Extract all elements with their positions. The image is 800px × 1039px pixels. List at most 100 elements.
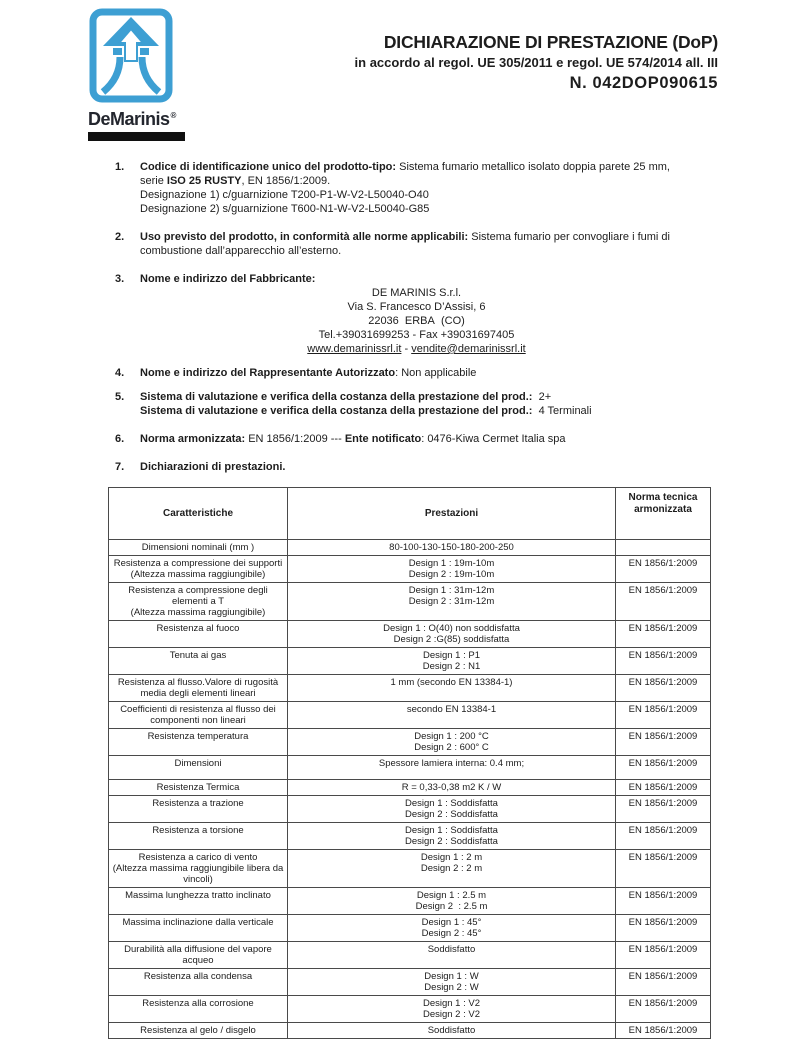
cell-caratteristiche: Dimensioni (108, 755, 288, 780)
cell-line: Resistenza alla condensa (143, 971, 253, 982)
city-address: 22036 ERBA (CO) (368, 315, 465, 327)
cell-caratteristiche: Massima lunghezza tratto inclinato (108, 887, 288, 915)
cell-line: secondo EN 13384-1 (406, 704, 497, 715)
cell-norma: EN 1856/1:2009 (615, 968, 711, 996)
manufacturer-label: Nome e indirizzo del Fabbricante: (140, 272, 693, 286)
cell-prestazioni: 80-100-130-150-180-200-250 (287, 539, 616, 556)
cell-line: Soddisfatto (427, 1025, 476, 1036)
website-link[interactable]: www.demarinissrl.it (307, 343, 402, 355)
cell-line: Design 1 : 200 °C (414, 731, 489, 742)
logo-small-arrow (116, 27, 146, 62)
intended-use-text: Uso previsto del prodotto, in conformità… (140, 230, 693, 258)
designation-1: Designazione 1) c/guarnizione T200-P1-W-… (140, 189, 429, 201)
cell-norma: EN 1856/1:2009 (615, 779, 711, 796)
cell-norma: EN 1856/1:2009 (615, 674, 711, 702)
cell-prestazioni: Design 1 : O(40) non soddisfatta Design 2… (287, 620, 616, 648)
item-content: Sistema di valutazione e verifica della … (140, 390, 693, 418)
item-content: Norma armonizzata: EN 1856/1:2009 --- En… (140, 432, 693, 446)
cell-norma: EN 1856/1:2009 (615, 1022, 711, 1039)
cell-caratteristiche: Dimensioni nominali (mm ) (108, 539, 288, 556)
cell-line: Soddisfatto (427, 944, 476, 955)
cell-caratteristiche: Massima inclinazione dalla verticale (108, 914, 288, 942)
table-row: Massima inclinazione dalla verticale Desi… (108, 914, 711, 942)
table-row: Resistenza a compressione degli elementi … (108, 582, 711, 621)
text-regular: Sistema fumario metallico isolato doppia… (140, 161, 670, 187)
cell-line: Design 2 : 45° (421, 928, 482, 939)
cell-norma: EN 1856/1:2009 (615, 701, 711, 729)
representative-text: Nome e indirizzo del Rappresentante Auto… (140, 366, 693, 380)
registered-mark: ® (170, 111, 177, 120)
table-row: Dimensioni nominali (mm ) 80-100-130-150-… (108, 539, 711, 556)
cell-prestazioni: Design 1 : P1 Design 2 : N1 (287, 647, 616, 675)
label-bold: Sistema di valutazione e verifica della … (140, 405, 533, 417)
street-address: Via S. Francesco D’Assisi, 6 (347, 301, 486, 313)
logo-tab-left (113, 48, 122, 55)
email-link[interactable]: vendite@demarinissrl.it (411, 343, 526, 355)
item-number: 5. (115, 391, 125, 403)
column-header-prestazioni: Prestazioni (287, 487, 616, 540)
table-row: Massima lunghezza tratto inclinato Design… (108, 887, 711, 915)
cell-line: Design 2 : Soddisfatta (405, 809, 498, 820)
cell-line: Resistenza a carico di vento (138, 852, 258, 863)
cell-line: Design 2 : 2.5 m (415, 901, 488, 912)
cell-line: EN 1856/1:2009 (628, 852, 698, 863)
cell-norma: EN 1856/1:2009 (615, 795, 711, 823)
label-bold: Nome e indirizzo del Fabbricante: (140, 273, 316, 285)
cell-line: Design 2 : 31m-12m (408, 596, 495, 607)
label-bold: Codice di identificazione unico del prod… (140, 161, 397, 173)
item-number: 3. (115, 273, 125, 285)
cell-prestazioni: secondo EN 13384-1 (287, 701, 616, 729)
label-bold: Norma armonizzata: (140, 433, 246, 445)
item-number: 6. (115, 433, 125, 445)
logo-right-flue (138, 56, 162, 95)
table-row: Resistenza a compressione dei supporti (A… (108, 555, 711, 583)
cell-line: (Altezza massima raggiungibile) (130, 569, 266, 580)
designation-2: Designazione 2) s/guarnizione T600-N1-W-… (140, 203, 430, 215)
cell-prestazioni: Design 1 : V2 Design 2 : V2 (287, 995, 616, 1023)
cell-line: EN 1856/1:2009 (628, 677, 698, 688)
cell-norma: EN 1856/1:2009 (615, 755, 711, 780)
cell-line: Resistenza al gelo / disgelo (140, 1025, 256, 1036)
cell-caratteristiche: Resistenza a trazione (108, 795, 288, 823)
document-title: DICHIARAZIONE DI PRESTAZIONE (DoP) (383, 32, 718, 52)
cell-norma: EN 1856/1:2009 (615, 555, 711, 583)
table-row: Resistenza al gelo / disgelo Soddisfatto E… (108, 1022, 711, 1039)
cell-line: EN 1856/1:2009 (628, 623, 698, 634)
cell-prestazioni: Soddisfatto (287, 941, 616, 969)
cell-line: Design 1 : 2.5 m (416, 890, 487, 901)
cell-caratteristiche: Tenuta ai gas (108, 647, 288, 675)
item-number: 1. (115, 161, 125, 173)
cell-line: Design 2 : 2 m (420, 863, 483, 874)
label-bold: Ente notificato (344, 433, 422, 445)
chimney-arrow-logo-icon (89, 8, 173, 103)
document-subtitle: in accordo al regol. UE 305/2011 e regol… (354, 55, 718, 70)
text-regular: 4 Terminali (532, 405, 592, 417)
cell-line: Design 2 : Soddisfatta (405, 836, 498, 847)
cell-prestazioni: Design 1 : Soddisfatta Design 2 : Soddisf… (287, 822, 616, 850)
cell-line: Design 1 : 45° (421, 917, 482, 928)
manufacturer-address: DE MARINIS S.r.l. Via S. Francesco D’Ass… (140, 286, 693, 356)
cell-line: Massima lunghezza tratto inclinato (125, 890, 271, 901)
label-bold: Sistema di valutazione e verifica della … (140, 391, 533, 403)
cell-line: EN 1856/1:2009 (628, 998, 698, 1009)
product-code-text: Codice di identificazione unico del prod… (140, 160, 693, 188)
avcp-line-2: Sistema di valutazione e verifica della … (140, 404, 693, 418)
cell-caratteristiche: Resistenza temperatura (108, 728, 288, 756)
cell-prestazioni: Spessore lamiera interna: 0.4 mm; (287, 755, 616, 780)
table-row: Tenuta ai gas Design 1 : P1 Design 2 : N1 E… (108, 647, 711, 675)
cell-line: 1 mm (secondo EN 13384-1) (390, 677, 513, 688)
item-content: Codice di identificazione unico del prod… (140, 160, 693, 216)
cell-line: Design 1 : Soddisfatta (405, 798, 498, 809)
cell-line: Spessore lamiera interna: 0.4 mm; (378, 758, 525, 769)
cell-line: 80-100-130-150-180-200-250 (389, 542, 514, 553)
cell-caratteristiche: Resistenza a carico di vento (Altezza mas… (108, 849, 288, 888)
table-row: Resistenza a trazione Design 1 : Soddisfa… (108, 795, 711, 823)
cell-caratteristiche: Resistenza a compressione degli elementi … (108, 582, 288, 621)
declarations-label: Dichiarazioni di prestazioni. (140, 460, 693, 474)
cell-line: Design 2 : V2 (422, 1009, 481, 1020)
cell-line: Design 1 : O(40) non soddisfatta (383, 623, 520, 634)
cell-line: elementi a T (171, 596, 225, 607)
cell-line: Design 1 : 31m-12m (408, 585, 495, 596)
cell-line: (Altezza massima raggiungibile libera da (112, 863, 284, 874)
cell-line: R = 0,33-0,38 m2 K / W (401, 782, 502, 793)
